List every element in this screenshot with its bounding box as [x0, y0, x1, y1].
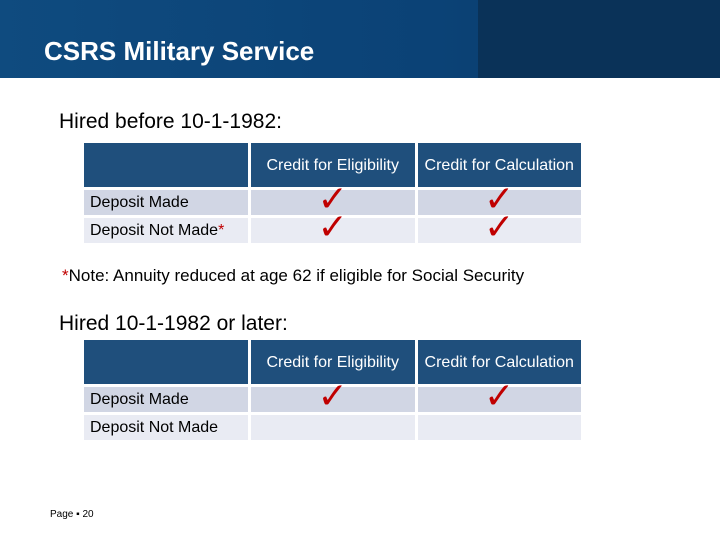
- calculation-cell: ✓: [417, 378, 581, 414]
- table-row-deposit-not-made: Deposit Not Made* ✓ ✓: [84, 209, 581, 245]
- checkmark-icon: ✓: [317, 178, 348, 220]
- checkmark-icon: ✓: [317, 206, 348, 248]
- credit-table-before-1982: Credit for Eligibility Credit for Calcul…: [81, 140, 584, 246]
- slide-title: CSRS Military Service: [44, 36, 315, 66]
- table-row-deposit-not-made: Deposit Not Made: [84, 415, 581, 440]
- annuity-note: *Note: Annuity reduced at age 62 if elig…: [62, 266, 525, 285]
- section-heading-after-1982: Hired 10-1-1982 or later:: [59, 312, 288, 335]
- row-label: Deposit Not Made*: [84, 218, 248, 243]
- column-header-eligibility: Credit for Eligibility: [251, 340, 415, 384]
- checkmark-icon: ✓: [484, 206, 515, 248]
- eligibility-cell: [251, 415, 415, 440]
- eligibility-cell: ✓: [251, 181, 415, 217]
- calculation-cell: ✓: [417, 209, 581, 245]
- checkmark-icon: ✓: [484, 375, 515, 417]
- table-row-deposit-made: Deposit Made ✓ ✓: [84, 378, 581, 414]
- column-header-eligibility: Credit for Eligibility: [251, 143, 415, 187]
- table-header-blank: [84, 340, 248, 384]
- section-heading-before-1982: Hired before 10-1-1982:: [59, 110, 282, 133]
- table-header-blank: [84, 143, 248, 187]
- checkmark-icon: ✓: [484, 178, 515, 220]
- note-asterisk: *: [218, 221, 225, 239]
- eligibility-cell: ✓: [251, 378, 415, 414]
- title-bar: [0, 0, 720, 78]
- row-label: Deposit Not Made: [84, 415, 248, 440]
- table-header-row: Credit for Eligibility Credit for Calcul…: [84, 340, 581, 384]
- table-header-row: Credit for Eligibility Credit for Calcul…: [84, 143, 581, 187]
- calculation-cell: ✓: [417, 181, 581, 217]
- checkmark-icon: ✓: [317, 375, 348, 417]
- column-header-calculation: Credit for Calculation: [417, 340, 581, 384]
- table-row-deposit-made: Deposit Made ✓ ✓: [84, 181, 581, 217]
- eligibility-cell: ✓: [251, 209, 415, 245]
- column-header-calculation: Credit for Calculation: [417, 143, 581, 187]
- row-label: Deposit Made: [84, 387, 248, 412]
- credit-table-after-1982: Credit for Eligibility Credit for Calcul…: [81, 337, 584, 443]
- calculation-cell: [417, 415, 581, 440]
- page-number: Page ▪ 20: [50, 509, 94, 520]
- title-bar-shade: [478, 0, 720, 78]
- row-label: Deposit Made: [84, 190, 248, 215]
